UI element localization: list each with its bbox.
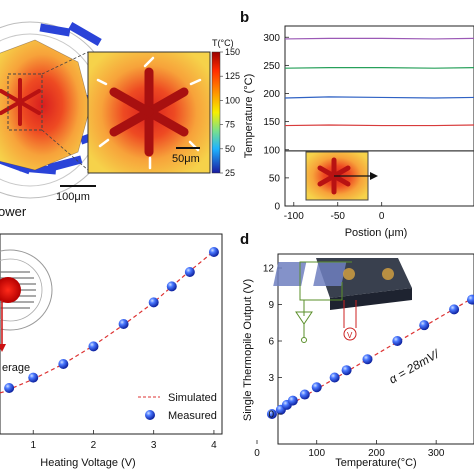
c-legend-measured: Measured — [168, 410, 217, 422]
d-inset-v-label: V — [347, 331, 353, 340]
d-xtick-label: 0 — [254, 448, 260, 459]
panel-label-b: b — [240, 9, 249, 26]
zoom-inset: 50μm — [87, 51, 211, 174]
panel-label-d: d — [240, 231, 249, 248]
colorbar-tick-label: 25 — [225, 168, 235, 178]
c-xtick-label: 2 — [91, 440, 97, 451]
d-measured-point — [419, 320, 430, 331]
d-measured-point — [311, 382, 322, 393]
c-measured-point — [166, 281, 177, 292]
c-measured-point — [28, 372, 39, 383]
b-series-line — [284, 96, 474, 99]
panel-c: erage 1 2 3 4 Heating Voltage (V) Simulated… — [0, 233, 223, 469]
b-xtick-label: -50 — [331, 211, 346, 222]
colorbar-tick-label: 125 — [225, 71, 240, 81]
d-measured-point — [449, 304, 460, 315]
d-ytick-label: 12 — [263, 264, 275, 275]
b-xlabel: Postion (μm) — [345, 227, 408, 239]
b-series-line — [284, 124, 474, 127]
c-measured-point — [184, 267, 195, 277]
d-xtick-label: 100 — [308, 448, 325, 459]
d-ytick-label: 6 — [268, 337, 274, 348]
b-ytick-label: 50 — [269, 173, 281, 184]
b-ytick-label: 100 — [263, 145, 280, 156]
d-measured-point — [341, 365, 352, 376]
c-xtick-label: 3 — [151, 440, 157, 451]
d-ytick-label: 9 — [268, 300, 274, 311]
c-measured-point — [58, 359, 69, 369]
heat-map-hatch — [0, 39, 91, 171]
d-xtick-label: 300 — [428, 448, 445, 459]
zoom-line — [41, 129, 89, 171]
plot-frame-d — [277, 253, 474, 445]
panel-a-partial-label: ower — [0, 204, 27, 219]
d-measured-point — [287, 395, 298, 406]
colorbar: T(°C) 150 125 100 75 50 25 — [211, 38, 240, 178]
d-measured-point — [362, 354, 373, 365]
colorbar-tick-label: 75 — [225, 120, 235, 130]
c-measured-point — [88, 341, 99, 352]
d-ylabel: Single Thermopile Output (V) — [242, 279, 254, 421]
d-ytick-label: 0 — [268, 410, 274, 421]
c-measured-point — [148, 297, 159, 308]
d-measured-point — [299, 389, 310, 400]
b-ytick-label: 150 — [263, 117, 280, 128]
colorbar-title: T(°C) — [212, 38, 234, 48]
zoom-box — [7, 73, 43, 131]
scalebar-inset-label: 50μm — [172, 153, 200, 165]
c-xtick-label: 1 — [30, 440, 36, 451]
d-xtick-label: 200 — [368, 448, 385, 459]
scalebar-main-label: 100μm — [56, 191, 90, 203]
colorbar-tick-label: 150 — [225, 47, 240, 57]
d-measured-point — [329, 372, 340, 383]
zoom-line — [41, 51, 89, 75]
c-measured-point — [208, 247, 219, 257]
panel-a: 100μm ower 50μm — [0, 21, 240, 219]
c-measured-point — [4, 383, 15, 393]
d-xlabel: Temperature(°C) — [335, 457, 416, 469]
c-legend: Simulated Measured — [138, 392, 217, 422]
d-measured-point — [467, 294, 474, 305]
c-legend-simulated: Simulated — [168, 392, 217, 404]
colorbar-tick-label: 100 — [225, 95, 240, 105]
b-xtick-label: -100 — [284, 211, 304, 222]
d-annotation: α = 28mV/ — [387, 346, 443, 387]
d-measured-point — [266, 409, 277, 419]
c-inset: erage — [0, 249, 53, 374]
b-ytick-label: 0 — [274, 202, 280, 213]
plot-frame-c — [0, 233, 223, 435]
b-ytick-label: 200 — [263, 89, 280, 100]
c-xtick-label: 4 — [211, 440, 217, 451]
d-ytick-label: 3 — [268, 373, 274, 384]
plot-frame-b — [284, 25, 474, 207]
colorbar-tick-label: 50 — [225, 144, 235, 154]
b-series-line — [284, 67, 474, 69]
d-measured-point — [392, 336, 403, 346]
b-inset — [305, 151, 378, 201]
b-xtick-label: 0 — [379, 211, 385, 222]
panel-d: d 0 100 200 300 0 3 6 9 12 Single Thermopile Ou… — [240, 231, 474, 469]
b-ytick-label: 250 — [263, 61, 280, 72]
b-series-line — [284, 37, 474, 40]
heater-star — [0, 78, 41, 126]
b-ylabel: Temperature (°C) — [243, 74, 255, 158]
panel-b: b -100 -50 0 0 50 100 150 200 250 300 Temperatur… — [240, 9, 474, 239]
b-ytick-label: 300 — [263, 33, 280, 44]
d-inset: V — [273, 258, 412, 343]
c-xlabel: Heating Voltage (V) — [40, 457, 135, 469]
heat-map-region — [0, 40, 90, 170]
c-partial-label: erage — [2, 362, 30, 374]
c-measured-point — [118, 319, 129, 329]
